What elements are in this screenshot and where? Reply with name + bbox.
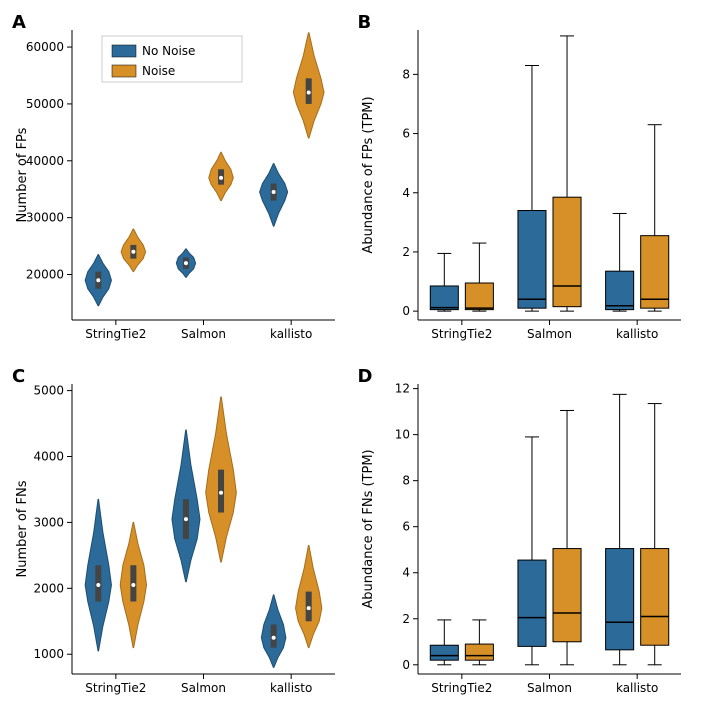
svg-text:StringTie2: StringTie2 [431, 681, 492, 695]
svg-text:Noise: Noise [142, 64, 175, 78]
svg-text:Abundance of FPs (TPM): Abundance of FPs (TPM) [361, 96, 376, 253]
svg-text:6: 6 [402, 127, 410, 141]
svg-text:60000: 60000 [26, 40, 64, 54]
plot-d: 0 2 4 6 8 10 12 StringTie2 Salmon kallisto Abundan… [356, 364, 691, 707]
panel-label-a: A [12, 12, 26, 33]
svg-text:StringTie2: StringTie2 [85, 327, 146, 341]
svg-text:StringTie2: StringTie2 [85, 681, 146, 695]
svg-text:No Noise: No Noise [142, 44, 195, 58]
panel-d: D 0 2 4 6 8 10 12 StringTie2 Salmon kallisto Abund… [356, 364, 692, 708]
svg-text:8: 8 [402, 67, 410, 81]
svg-text:0: 0 [402, 657, 410, 671]
svg-text:3000: 3000 [33, 515, 64, 529]
svg-text:kallisto: kallisto [270, 327, 312, 341]
svg-text:Salmon: Salmon [181, 327, 226, 341]
svg-text:20000: 20000 [26, 268, 64, 282]
panel-label-b: B [358, 12, 372, 33]
svg-text:Salmon: Salmon [181, 681, 226, 695]
svg-text:4: 4 [402, 186, 410, 200]
svg-text:2: 2 [402, 245, 410, 259]
svg-text:Salmon: Salmon [527, 681, 572, 695]
svg-text:kallisto: kallisto [615, 681, 657, 695]
svg-text:2000: 2000 [33, 581, 64, 595]
svg-text:4000: 4000 [33, 449, 64, 463]
svg-text:30000: 30000 [26, 211, 64, 225]
plot-c: 1000 2000 3000 4000 5000 StringTie2 Salmon kall… [10, 364, 345, 707]
svg-text:0: 0 [402, 304, 410, 318]
panel-label-d: D [358, 366, 373, 387]
svg-text:6: 6 [402, 519, 410, 533]
svg-text:kallisto: kallisto [270, 681, 312, 695]
svg-text:50000: 50000 [26, 97, 64, 111]
svg-text:StringTie2: StringTie2 [431, 327, 492, 341]
svg-text:12: 12 [394, 381, 409, 395]
svg-text:1000: 1000 [33, 647, 64, 661]
svg-text:40000: 40000 [26, 154, 64, 168]
svg-text:8: 8 [402, 473, 410, 487]
svg-text:Number of FPs: Number of FPs [15, 127, 30, 222]
svg-text:4: 4 [402, 565, 410, 579]
panel-label-c: C [12, 366, 25, 387]
panel-b: B 0 2 4 6 8 StringTie2 Salmon kallisto Abundance… [356, 10, 692, 354]
svg-text:Number of FNs: Number of FNs [15, 480, 30, 577]
plot-a: 20000 30000 40000 50000 60000 StringTie2 Salmo… [10, 10, 345, 353]
panel-a: A 20000 30000 40000 50000 60000 StringTie2 Sal… [10, 10, 346, 354]
svg-text:Abundance of FNs (TPM): Abundance of FNs (TPM) [361, 449, 376, 608]
svg-text:Salmon: Salmon [527, 327, 572, 341]
figure-grid: A 2000030000400005000060000StringTie2Sal… [10, 10, 691, 707]
svg-text:2: 2 [402, 611, 410, 625]
svg-text:5000: 5000 [33, 383, 64, 397]
svg-text:10: 10 [394, 427, 409, 441]
plot-b: 0 2 4 6 8 StringTie2 Salmon kallisto Abundance o… [356, 10, 691, 353]
svg-text:kallisto: kallisto [615, 327, 657, 341]
panel-c: C 1000 2000 3000 4000 5000 StringTie2 Salmon ka… [10, 364, 346, 708]
